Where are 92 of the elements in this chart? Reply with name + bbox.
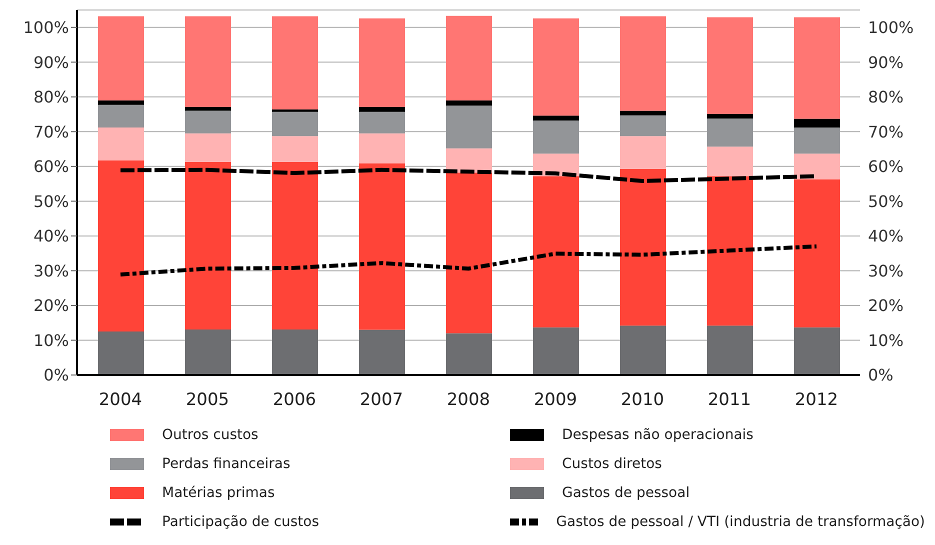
- y-tick-label: 0%: [44, 366, 69, 385]
- bar: [707, 146, 753, 176]
- legend-label: Matérias primas: [162, 484, 275, 500]
- y2-tick-label: 50%: [868, 192, 904, 211]
- y2-tick-label: 60%: [868, 157, 904, 176]
- y-tick-label: 20%: [33, 296, 69, 316]
- bar: [707, 17, 753, 114]
- x-tick-label: 2009: [534, 390, 578, 410]
- bar: [620, 168, 666, 326]
- bar: [533, 176, 579, 328]
- legend-label: Despesas não operacionais: [562, 426, 754, 442]
- bar: [98, 332, 144, 375]
- bar: [446, 106, 492, 148]
- bar: [272, 16, 318, 110]
- bar: [794, 154, 840, 180]
- bar: [620, 16, 666, 111]
- bar: [272, 136, 318, 162]
- bar: [707, 114, 753, 118]
- bar: [533, 327, 579, 375]
- y-tick-label: 30%: [33, 261, 69, 280]
- bar: [794, 179, 840, 328]
- bar: [185, 133, 231, 162]
- bar: [620, 115, 666, 136]
- bar: [533, 18, 579, 116]
- x-tick-label: 2010: [620, 390, 664, 410]
- bar: [98, 127, 144, 161]
- y2-tick-label: 100%: [868, 18, 914, 38]
- bar: [533, 116, 579, 121]
- y-tick-label: 90%: [33, 52, 69, 72]
- bar: [359, 133, 405, 164]
- y2-tick-label: 20%: [868, 296, 904, 316]
- legend-label: Perdas financeiras: [162, 456, 290, 472]
- y2-tick-label: 0%: [868, 366, 894, 385]
- y2-tick-label: 90%: [868, 52, 904, 72]
- y-tick-label: 60%: [33, 157, 69, 176]
- x-tick-label: 2012: [794, 390, 838, 410]
- bar: [620, 326, 666, 375]
- x-tick-label: 2006: [272, 390, 316, 410]
- legend-label: Outros custos: [162, 426, 258, 442]
- y-tick-label: 40%: [33, 226, 69, 246]
- x-tick-label: 2008: [446, 390, 490, 410]
- x-tick-label: 2005: [186, 390, 230, 410]
- y-tick-label: 100%: [23, 18, 69, 38]
- legend-label: Custos diretos: [562, 456, 662, 472]
- bar: [185, 16, 231, 107]
- legend-label: Participação de custos: [162, 514, 320, 530]
- y2-tick-label: 40%: [868, 226, 904, 246]
- bar: [272, 112, 318, 136]
- bar: [359, 112, 405, 134]
- y-tick-label: 80%: [33, 88, 69, 107]
- bar: [185, 162, 231, 330]
- bar: [185, 106, 231, 111]
- bar: [98, 100, 144, 105]
- bar: [446, 172, 492, 334]
- bar: [446, 16, 492, 100]
- y2-tick-label: 80%: [868, 88, 904, 107]
- bar: [794, 118, 840, 128]
- legend-label: Gastos de pessoal / VTI (industria de transformação): [556, 514, 925, 530]
- line-series: [118, 244, 818, 277]
- y2-tick-label: 70%: [868, 122, 904, 142]
- y-tick-label: 50%: [33, 192, 69, 211]
- bar: [707, 176, 753, 326]
- bar: [359, 163, 405, 330]
- bar: [185, 110, 231, 134]
- bar: [359, 330, 405, 375]
- bar: [98, 16, 144, 100]
- bar: [620, 110, 666, 116]
- y2-tick-label: 10%: [868, 330, 904, 350]
- x-tick-label: 2004: [98, 390, 142, 410]
- bar: [446, 100, 492, 106]
- y-tick-label: 70%: [33, 122, 69, 142]
- bar: [794, 127, 840, 154]
- bar: [707, 118, 753, 147]
- x-tick-label: 2011: [708, 390, 752, 410]
- y-tick-label: 10%: [33, 330, 69, 350]
- bar: [98, 104, 144, 128]
- bar: [794, 17, 840, 119]
- bar: [98, 160, 144, 332]
- bar: [272, 162, 318, 330]
- x-tick-label: 2007: [360, 390, 404, 410]
- bar: [185, 329, 231, 375]
- bar: [533, 120, 579, 154]
- bar: [359, 106, 405, 112]
- bar: [359, 18, 405, 107]
- bar: [707, 326, 753, 375]
- bar: [272, 109, 318, 112]
- bar: [620, 136, 666, 169]
- y2-tick-label: 30%: [868, 261, 904, 280]
- bar: [272, 329, 318, 375]
- bar: [446, 333, 492, 375]
- legend-label: Gastos de pessoal: [562, 484, 690, 500]
- bar: [794, 327, 840, 375]
